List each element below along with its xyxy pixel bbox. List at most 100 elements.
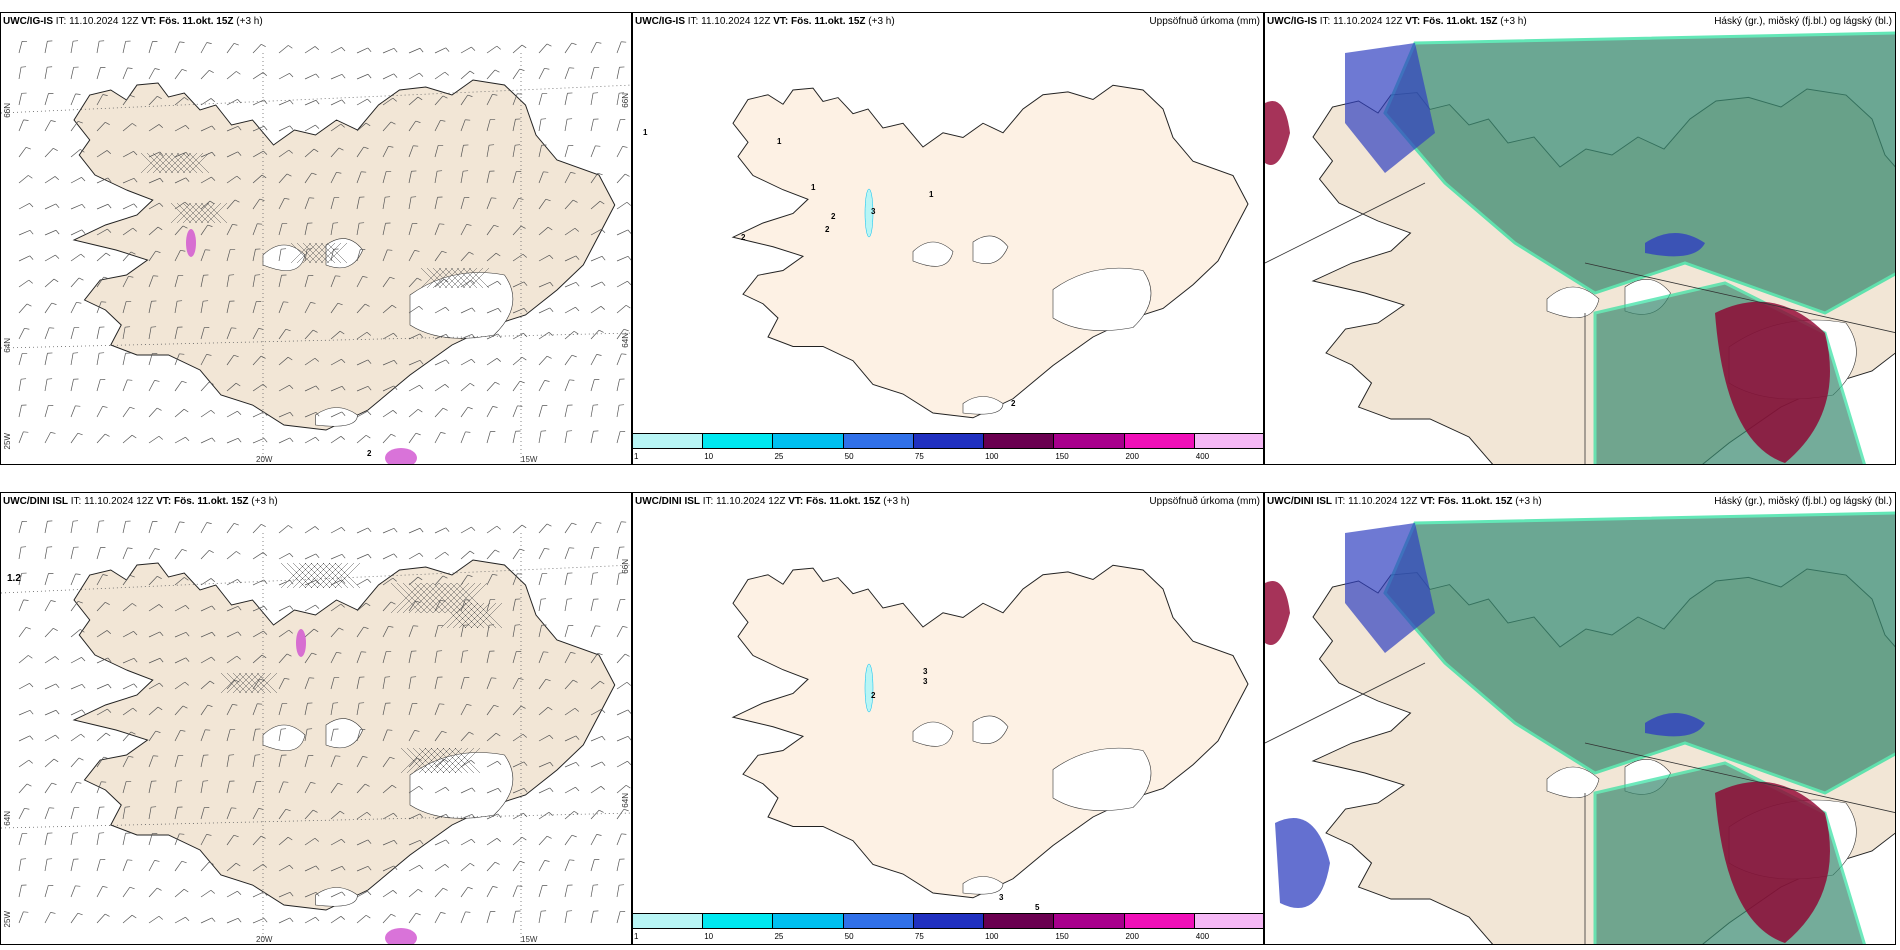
wind-barb <box>616 885 620 898</box>
wind-barb <box>382 332 394 340</box>
wind-barb-flag <box>621 833 627 835</box>
wind-barb-flag <box>209 549 214 553</box>
wind-barb-flag <box>237 126 242 131</box>
wind-barb-flag <box>184 201 189 206</box>
wind-barb-flag <box>393 840 398 845</box>
wind-barb-flag <box>107 177 112 183</box>
wind-barb <box>122 859 128 872</box>
wind-barb <box>96 252 107 262</box>
wind-barb-flag <box>128 275 134 278</box>
wind-barb-flag <box>441 730 447 734</box>
wind-barb-flag <box>492 573 498 576</box>
wind-barb <box>200 605 213 612</box>
wind-barb-flag <box>601 761 606 766</box>
wind-barb <box>304 809 314 820</box>
hatch-line <box>308 242 330 264</box>
wind-barb <box>330 358 342 366</box>
wind-barb-flag <box>315 865 320 870</box>
border-line <box>1584 262 1895 333</box>
hatch-line <box>426 582 458 614</box>
wind-barb <box>18 93 22 106</box>
wind-barb-flag <box>521 524 527 529</box>
wind-barb <box>278 703 283 716</box>
wind-barb <box>226 151 238 158</box>
wind-barb-flag <box>159 202 164 207</box>
wind-barb <box>44 405 49 418</box>
wind-barb-flag <box>156 887 162 891</box>
wind-barb <box>486 525 498 534</box>
wind-barb <box>512 599 516 612</box>
wind-barb <box>590 547 595 560</box>
wind-barb-flag <box>548 812 553 816</box>
wind-barb <box>226 834 235 846</box>
wind-barb-flag <box>289 892 294 897</box>
wind-barb-flag <box>233 42 239 46</box>
wind-barb <box>564 625 569 638</box>
wind-barb <box>122 67 128 80</box>
wind-barb <box>408 677 412 690</box>
wind-barb-flag <box>132 707 137 712</box>
wind-barb-flag <box>236 71 241 75</box>
wind-barb-flag <box>237 631 242 636</box>
wind-barb <box>564 405 568 418</box>
glacier <box>409 272 514 339</box>
wind-barb-flag <box>419 865 424 870</box>
wind-barb <box>408 730 415 742</box>
wind-barb <box>70 379 74 392</box>
wind-barb <box>512 787 525 794</box>
wind-barb-flag <box>519 380 525 384</box>
wind-barb-flag <box>496 525 501 530</box>
wind-barb <box>44 734 56 742</box>
wind-barb <box>434 384 446 392</box>
wind-barb-flag <box>310 302 316 304</box>
wind-barb <box>408 408 419 418</box>
hatch-line <box>454 747 481 774</box>
hatch-line <box>200 202 222 224</box>
wind-barb <box>356 865 369 872</box>
colorbar-swatch <box>773 914 844 928</box>
wind-barb <box>460 406 469 418</box>
colorbar-tick-label: 10 <box>704 932 714 941</box>
wind-barb <box>382 385 395 392</box>
wind-barb-flag <box>418 306 423 310</box>
wind-barb-flag <box>419 528 424 533</box>
wind-barb-flag <box>263 99 268 105</box>
wind-barb <box>304 677 310 690</box>
wind-barb-flag <box>128 755 134 758</box>
wind-barb-flag <box>625 784 631 789</box>
wind-barb <box>460 759 472 768</box>
wind-barb-flag <box>237 606 242 611</box>
wind-barb <box>564 67 570 80</box>
wind-barb-flag <box>208 381 214 385</box>
wind-barb <box>434 864 446 872</box>
wind-barb <box>408 527 421 534</box>
wind-barb <box>382 359 395 366</box>
wind-barb <box>44 353 48 366</box>
wind-barb <box>460 46 472 54</box>
colorbar <box>633 913 1263 929</box>
wind-barb-flag <box>55 710 60 715</box>
wind-barb <box>616 229 629 236</box>
wind-barb <box>70 253 82 262</box>
wind-barb <box>96 708 108 716</box>
wind-barb <box>512 380 521 392</box>
wind-barb <box>278 836 289 846</box>
wind-barb <box>330 172 337 184</box>
wind-barb <box>122 406 131 418</box>
wind-barb-flag <box>627 709 631 714</box>
wind-barb <box>538 332 550 340</box>
hatch-line <box>396 582 428 614</box>
wind-barb <box>278 755 282 768</box>
wind-barb <box>356 146 364 158</box>
wind-barb-flag <box>53 147 58 151</box>
wind-barb-flag <box>367 527 372 533</box>
wind-barb <box>44 912 51 924</box>
wind-barb <box>486 197 492 210</box>
wind-barb-flag <box>466 704 472 706</box>
colorbar-tick-label: 1 <box>634 452 639 461</box>
wind-barb-flag <box>53 758 59 763</box>
wind-barb <box>564 93 568 106</box>
wind-barb <box>538 93 543 106</box>
wind-barb-flag <box>233 522 239 526</box>
wind-barb <box>304 302 311 314</box>
